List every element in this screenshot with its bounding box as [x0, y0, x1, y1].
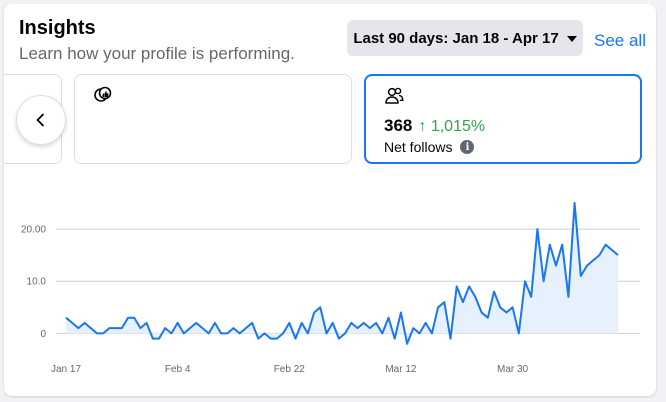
y-tick-label: 10.0	[27, 277, 47, 288]
insights-card: Insights Learn how your profile is perfo…	[4, 4, 656, 396]
x-tick-label: Jan 17	[51, 364, 81, 375]
page-subtitle: Learn how your profile is performing.	[19, 44, 295, 63]
reactions-icon	[94, 86, 112, 102]
net-follows-change: ↑ 1,015%	[418, 118, 486, 135]
net-follows-label: Net follows	[384, 139, 453, 155]
insight-tile-net-follows[interactable]: 368 ↑ 1,015% Net follows i	[364, 74, 642, 164]
series-line	[65, 202, 619, 345]
x-tick-label: Mar 12	[385, 364, 417, 375]
x-tick-label: Mar 30	[497, 364, 529, 375]
y-tick-label: 0	[40, 329, 46, 340]
see-all-link[interactable]: See all	[594, 31, 646, 50]
info-icon[interactable]: i	[460, 140, 475, 154]
people-icon	[385, 87, 404, 104]
chevron-left-icon	[36, 113, 44, 127]
carousel-prev-button[interactable]	[16, 95, 66, 145]
y-tick-label: 20.00	[21, 225, 46, 236]
x-tick-label: Feb 4	[165, 364, 191, 375]
date-range-dropdown[interactable]: Last 90 days: Jan 18 - Apr 17	[347, 20, 583, 56]
x-tick-label: Feb 22	[274, 364, 306, 375]
net-follows-chart: 0 10.0 20.00 Jan 17 Feb 4 Feb 22 Mar 12 Mar 30	[21, 202, 640, 375]
metric-row: 368 ↑ 1,015%	[384, 116, 485, 136]
date-range-label: Last 90 days: Jan 18 - Apr 17	[353, 29, 559, 47]
series-area	[66, 203, 618, 344]
metric-label-row: Net follows i	[384, 139, 475, 155]
caret-down-icon	[566, 35, 577, 42]
page-title: Insights	[19, 17, 96, 39]
insight-tile-reactions[interactable]	[74, 74, 352, 164]
net-follows-value: 368	[384, 116, 413, 135]
